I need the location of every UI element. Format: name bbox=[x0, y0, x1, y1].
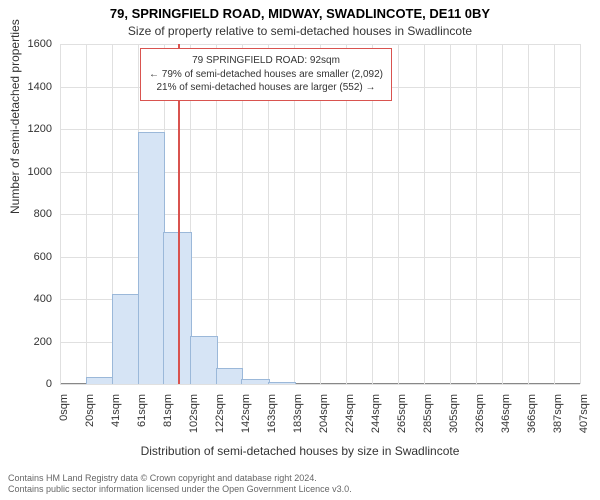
x-grid-line bbox=[424, 44, 425, 384]
y-tick-label: 0 bbox=[2, 378, 52, 390]
footer-line-2: Contains public sector information licen… bbox=[8, 484, 592, 496]
histogram-bar bbox=[86, 377, 115, 384]
x-grid-line bbox=[398, 44, 399, 384]
y-grid-line bbox=[60, 384, 580, 385]
footer-line-1: Contains HM Land Registry data © Crown c… bbox=[8, 473, 592, 485]
footer: Contains HM Land Registry data © Crown c… bbox=[8, 473, 592, 496]
histogram-bar bbox=[216, 368, 244, 384]
y-tick-label: 200 bbox=[2, 336, 52, 348]
x-grid-line bbox=[86, 44, 87, 384]
y-tick-label: 600 bbox=[2, 251, 52, 263]
y-tick-label: 800 bbox=[2, 208, 52, 220]
histogram-bar bbox=[241, 379, 270, 384]
x-grid-line bbox=[60, 44, 61, 384]
histogram-bar bbox=[190, 336, 218, 384]
histogram-bar bbox=[112, 294, 140, 384]
chart-subtitle: Size of property relative to semi-detach… bbox=[0, 24, 600, 38]
x-grid-line bbox=[450, 44, 451, 384]
x-axis-label: Distribution of semi-detached houses by … bbox=[0, 444, 600, 458]
chart-container: 79, SPRINGFIELD ROAD, MIDWAY, SWADLINCOT… bbox=[0, 0, 600, 500]
x-grid-line bbox=[528, 44, 529, 384]
annotation-line-2: ← 79% of semi-detached houses are smalle… bbox=[149, 68, 383, 82]
y-tick-label: 1600 bbox=[2, 38, 52, 50]
x-grid-line bbox=[580, 44, 581, 384]
x-grid-line bbox=[476, 44, 477, 384]
histogram-bar bbox=[268, 382, 296, 384]
plot-area: 020040060080010001200140016000sqm20sqm41… bbox=[60, 44, 580, 384]
annotation-line-1: 79 SPRINGFIELD ROAD: 92sqm bbox=[149, 54, 383, 68]
y-tick-label: 1400 bbox=[2, 81, 52, 93]
chart-title: 79, SPRINGFIELD ROAD, MIDWAY, SWADLINCOT… bbox=[0, 6, 600, 21]
histogram-bar bbox=[138, 132, 166, 384]
y-tick-label: 1200 bbox=[2, 123, 52, 135]
x-grid-line bbox=[554, 44, 555, 384]
y-tick-label: 1000 bbox=[2, 166, 52, 178]
x-grid-line bbox=[502, 44, 503, 384]
annotation-box: 79 SPRINGFIELD ROAD: 92sqm ← 79% of semi… bbox=[140, 48, 392, 101]
annotation-line-3: 21% of semi-detached houses are larger (… bbox=[149, 81, 383, 95]
y-tick-label: 400 bbox=[2, 293, 52, 305]
